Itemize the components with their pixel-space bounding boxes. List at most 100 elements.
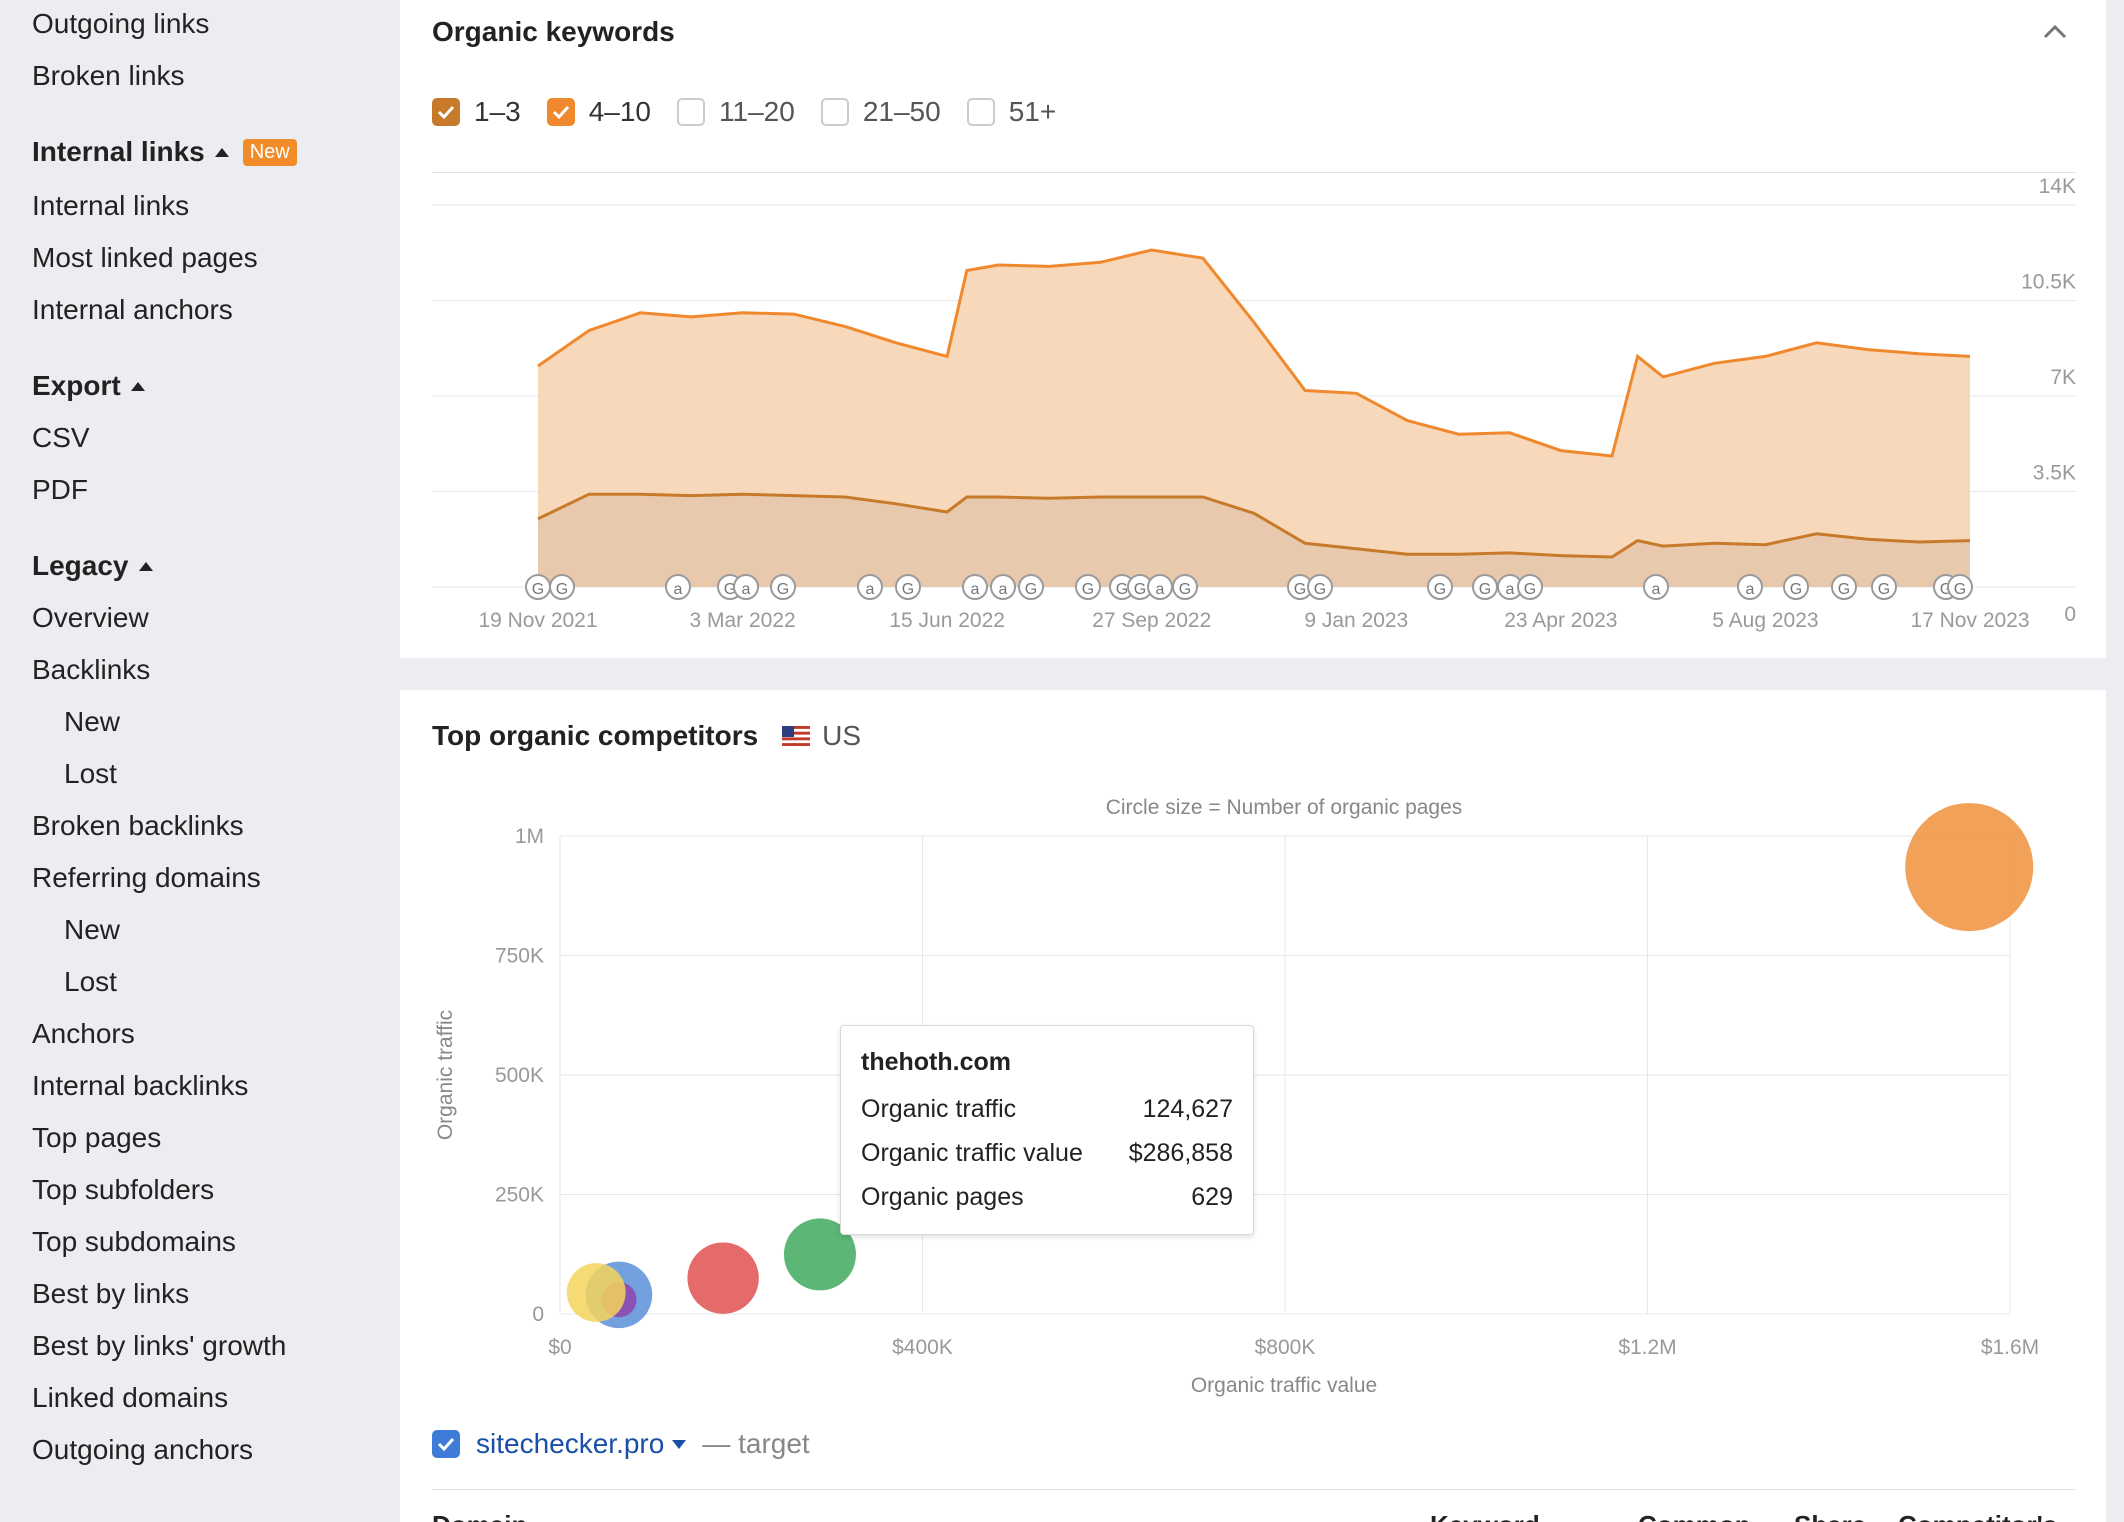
sidebar-item-referring-domains[interactable]: Referring domains: [32, 862, 261, 893]
caret-up-icon: [214, 147, 229, 157]
x-tick-label: 27 Sep 2022: [1092, 609, 1211, 632]
scrollbar-track[interactable]: [2106, 0, 2124, 1522]
google-update-marker-icon[interactable]: G: [1947, 574, 1973, 600]
svg-text:G: G: [1134, 581, 1146, 598]
filter-4-10-checkbox[interactable]: [546, 98, 575, 126]
sidebar-item-backlinks-lost[interactable]: Lost: [64, 758, 117, 789]
google-update-marker-icon[interactable]: G: [1018, 574, 1044, 600]
sidebar-item-internal-links[interactable]: Internal links: [32, 190, 190, 221]
sidebar-item-best-by-links-growth[interactable]: Best by links' growth: [32, 1330, 287, 1361]
google-update-marker-icon[interactable]: G: [1831, 574, 1857, 600]
tooltip-value: $286,858: [1128, 1139, 1233, 1167]
annotation-marker-icon[interactable]: a: [1737, 574, 1763, 600]
competitor-bubble[interactable]: [687, 1242, 759, 1314]
annotation-marker-icon[interactable]: a: [962, 574, 988, 600]
sidebar-item-outgoing-links[interactable]: Outgoing links: [32, 8, 210, 39]
x-tick-label: 17 Nov 2023: [1910, 609, 2029, 632]
google-update-marker-icon[interactable]: G: [1427, 574, 1453, 600]
competitors-title: Top organic competitors: [432, 720, 759, 751]
table-header-keyword[interactable]: Keyword: [1430, 1510, 1540, 1522]
google-update-marker-icon[interactable]: G: [1287, 574, 1313, 600]
google-update-marker-icon[interactable]: G: [895, 574, 921, 600]
filter-51-plus-checkbox[interactable]: [966, 98, 995, 126]
target-checkbox[interactable]: [432, 1430, 460, 1458]
annotation-marker-icon[interactable]: a: [990, 574, 1016, 600]
sidebar-item-broken-backlinks[interactable]: Broken backlinks: [32, 810, 244, 841]
svg-text:G: G: [902, 581, 914, 598]
sidebar-item-referring-domains-lost[interactable]: Lost: [64, 966, 117, 997]
table-header-common[interactable]: Common: [1638, 1510, 1751, 1522]
tooltip-value: 629: [1191, 1183, 1233, 1211]
sidebar-item-most-linked-pages[interactable]: Most linked pages: [32, 242, 258, 273]
sidebar-item-linked-domains[interactable]: Linked domains: [32, 1382, 229, 1413]
tooltip-row: Organic pages 629: [861, 1183, 1233, 1227]
y-tick-label: 250K: [495, 1184, 544, 1207]
competitor-bubble[interactable]: [1905, 803, 2034, 932]
annotation-marker-icon[interactable]: a: [857, 574, 883, 600]
sidebar-item-pdf[interactable]: PDF: [32, 474, 88, 505]
google-update-marker-icon[interactable]: G: [1075, 574, 1101, 600]
google-update-marker-icon[interactable]: G: [1517, 574, 1543, 600]
filter-1-3-label: 1–3: [474, 96, 521, 127]
svg-text:G: G: [1954, 581, 1966, 598]
sidebar-item-internal-backlinks[interactable]: Internal backlinks: [32, 1070, 249, 1101]
google-update-marker-icon[interactable]: G: [1783, 574, 1809, 600]
sidebar-item-broken-links[interactable]: Broken links: [32, 60, 185, 91]
y-tick-label: 3.5K: [2033, 462, 2076, 485]
sidebar-section-export[interactable]: Export: [32, 370, 145, 402]
tooltip-row: Organic traffic 124,627: [861, 1095, 1233, 1139]
svg-text:G: G: [1082, 581, 1094, 598]
sidebar-item-top-subdomains[interactable]: Top subdomains: [32, 1226, 236, 1257]
annotation-marker-icon[interactable]: a: [733, 574, 759, 600]
sidebar-item-top-subfolders[interactable]: Top subfolders: [32, 1174, 215, 1205]
sidebar-item-backlinks[interactable]: Backlinks: [32, 654, 151, 685]
annotation-marker-icon[interactable]: a: [1147, 574, 1173, 600]
y-tick-label: 14K: [2039, 175, 2076, 198]
position-filters: 1–3 4–10 11–20 21–50 51+: [432, 96, 1082, 128]
sidebar-item-referring-domains-new[interactable]: New: [64, 914, 121, 945]
sidebar-item-backlinks-new[interactable]: New: [64, 706, 121, 737]
svg-text:G: G: [1878, 581, 1890, 598]
table-header-competitors[interactable]: Competitor's: [1898, 1510, 2057, 1522]
filter-1-3-checkbox[interactable]: [432, 98, 460, 126]
filter-11-20-checkbox[interactable]: [677, 98, 706, 126]
chevron-up-icon[interactable]: [2040, 20, 2070, 44]
tooltip-label: Organic pages: [861, 1183, 1024, 1211]
sidebar-item-top-pages[interactable]: Top pages: [32, 1122, 162, 1153]
annotation-marker-icon[interactable]: a: [665, 574, 691, 600]
svg-text:G: G: [1838, 581, 1850, 598]
sidebar-item-outgoing-anchors[interactable]: Outgoing anchors: [32, 1434, 254, 1465]
competitor-bubble[interactable]: [566, 1263, 626, 1322]
google-update-marker-icon[interactable]: G: [1172, 574, 1198, 600]
sidebar-item-anchors[interactable]: Anchors: [32, 1018, 135, 1049]
caret-down-icon[interactable]: [672, 1439, 687, 1449]
svg-text:G: G: [777, 581, 789, 598]
sidebar-section-legacy[interactable]: Legacy: [32, 550, 153, 582]
annotation-marker-icon[interactable]: a: [1643, 574, 1669, 600]
table-header-domain[interactable]: Domain: [432, 1510, 527, 1522]
svg-text:G: G: [1294, 581, 1306, 598]
google-update-marker-icon[interactable]: G: [1472, 574, 1498, 600]
google-update-marker-icon[interactable]: G: [770, 574, 796, 600]
google-update-marker-icon[interactable]: G: [1871, 574, 1897, 600]
svg-text:a: a: [999, 581, 1008, 598]
top-competitors-card: Top organic competitors US Circle size =…: [400, 690, 2106, 1522]
google-update-marker-icon[interactable]: G: [549, 574, 575, 600]
svg-text:a: a: [1652, 581, 1661, 598]
filter-21-50-checkbox[interactable]: [820, 98, 849, 126]
target-domain-dropdown[interactable]: sitechecker.pro: [476, 1428, 665, 1459]
sidebar-item-csv[interactable]: CSV: [32, 422, 90, 453]
sidebar-item-best-by-links[interactable]: Best by links: [32, 1278, 190, 1309]
country-label[interactable]: US: [822, 720, 862, 751]
google-update-marker-icon[interactable]: G: [525, 574, 551, 600]
sidebar-section-internal-links[interactable]: Internal links New: [32, 136, 297, 168]
caret-up-icon: [138, 561, 153, 571]
competitors-bubble-chart[interactable]: Circle size = Number of organic pages $0…: [400, 690, 2106, 1410]
table-header-share[interactable]: Share: [1794, 1510, 1866, 1522]
sidebar-item-overview[interactable]: Overview: [32, 602, 149, 633]
y-axis-label: Organic traffic: [434, 1010, 457, 1140]
sidebar-item-internal-anchors[interactable]: Internal anchors: [32, 294, 233, 325]
google-update-marker-icon[interactable]: G: [1307, 574, 1333, 600]
competitor-bubble[interactable]: [783, 1218, 856, 1291]
